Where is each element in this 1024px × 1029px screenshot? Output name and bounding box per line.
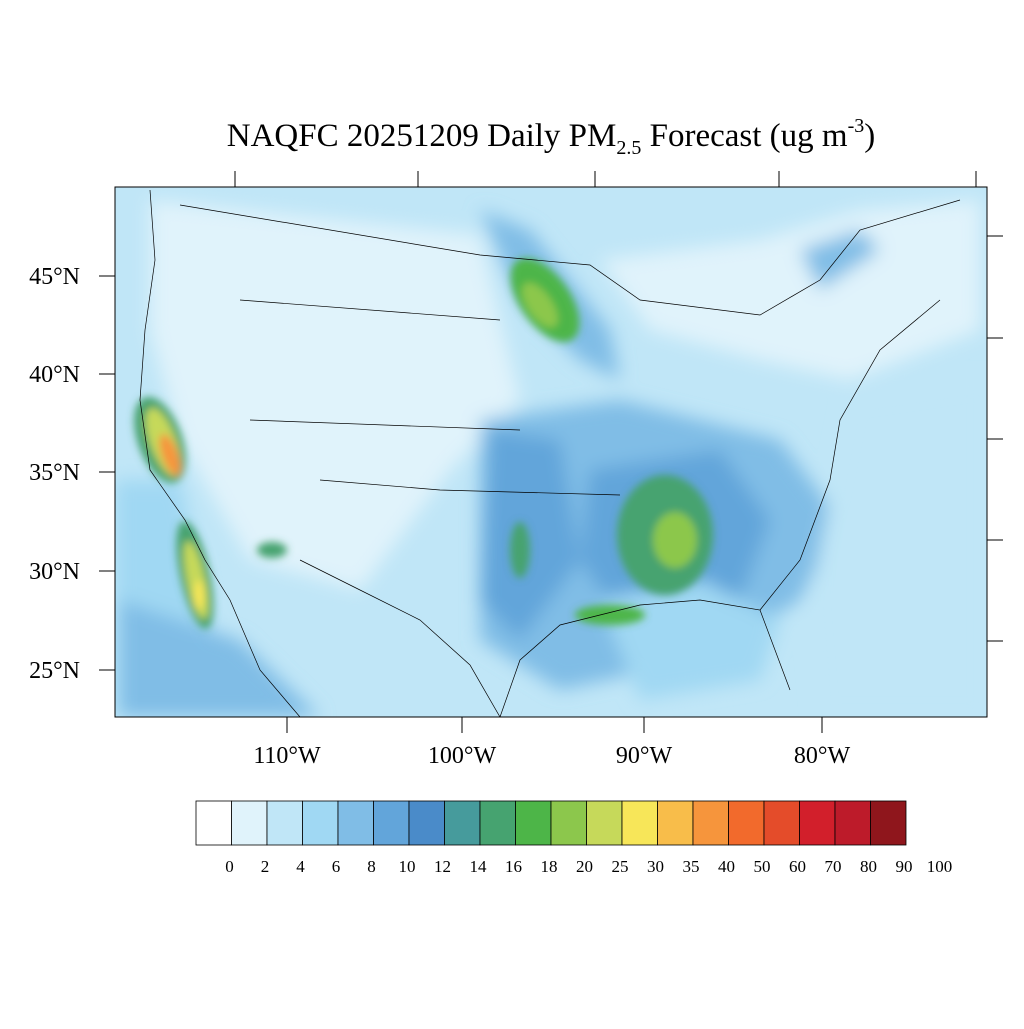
colorbar-label: 6 — [332, 857, 341, 876]
title-superscript: -3 — [848, 115, 865, 137]
colorbar-box — [515, 800, 552, 846]
colorbar-box — [621, 800, 658, 846]
colorbar-label: 20 — [576, 857, 593, 876]
colorbar-label: 70 — [825, 857, 842, 876]
lat-label: 30°N — [29, 559, 80, 585]
lon-label: 110°W — [253, 743, 321, 769]
colorbar-box — [373, 800, 410, 846]
colorbar-box — [586, 800, 623, 846]
title-middle: Forecast (ug m — [641, 118, 848, 154]
colorbar-label: 80 — [860, 857, 877, 876]
map-title: NAQFC 20251209 Daily PM2.5 Forecast (ug … — [227, 115, 876, 159]
colorbar-label: 35 — [683, 857, 700, 876]
colorbar-box — [408, 800, 445, 846]
colorbar-label: 25 — [612, 857, 629, 876]
colorbar-label: 30 — [647, 857, 664, 876]
colorbar-label: 100 — [927, 857, 953, 876]
colorbar-box — [195, 800, 232, 846]
lat-label: 25°N — [29, 658, 80, 684]
boundaries — [139, 189, 961, 717]
title-main: NAQFC 20251209 Daily PM — [227, 118, 617, 154]
colorbar-label: 14 — [470, 857, 488, 876]
colorbar-box — [444, 800, 481, 846]
colorbar-label: 60 — [789, 857, 806, 876]
colorbar-label: 50 — [754, 857, 771, 876]
lat-label: 35°N — [29, 460, 80, 486]
colorbar-box — [728, 800, 765, 846]
colorbar-box — [834, 800, 871, 846]
colorbar-box — [266, 800, 303, 846]
colorbar-label: 4 — [296, 857, 305, 876]
colorbar-label: 0 — [225, 857, 234, 876]
colorbar-box — [870, 800, 907, 846]
colorbar-label: 10 — [399, 857, 416, 876]
colorbar-label: 2 — [261, 857, 270, 876]
title-subscript: 2.5 — [616, 137, 641, 159]
concentration-field — [115, 187, 987, 717]
map-frame — [114, 186, 988, 718]
colorbar-box — [479, 800, 516, 846]
lat-label: 40°N — [29, 362, 80, 388]
colorbar-box — [550, 800, 587, 846]
colorbar-label: 16 — [505, 857, 522, 876]
colorbar-label: 18 — [541, 857, 558, 876]
colorbar-box — [692, 800, 729, 846]
colorbar-box — [763, 800, 800, 846]
lat-label: 45°N — [29, 264, 80, 290]
colorbar-box — [337, 800, 374, 846]
colorbar-label: 90 — [896, 857, 913, 876]
colorbar-box — [231, 800, 268, 846]
colorbar-label: 8 — [367, 857, 376, 876]
lon-label: 80°W — [794, 743, 851, 769]
colorbar-box — [799, 800, 836, 846]
colorbar: 0 2 4 6 8 10 12 14 16 18 20 25 30 35 40 50 60 70 80 90 100 — [195, 800, 953, 876]
lon-label: 90°W — [616, 743, 673, 769]
colorbar-box — [302, 800, 339, 846]
colorbar-box — [657, 800, 694, 846]
colorbar-label: 12 — [434, 857, 451, 876]
colorbar-label: 40 — [718, 857, 735, 876]
lon-label: 100°W — [428, 743, 497, 769]
axes: 45°N 40°N 35°N 30°N 25°N 110°W 100°W 90°W 80°W — [29, 171, 1003, 769]
title-end: ) — [864, 118, 875, 154]
